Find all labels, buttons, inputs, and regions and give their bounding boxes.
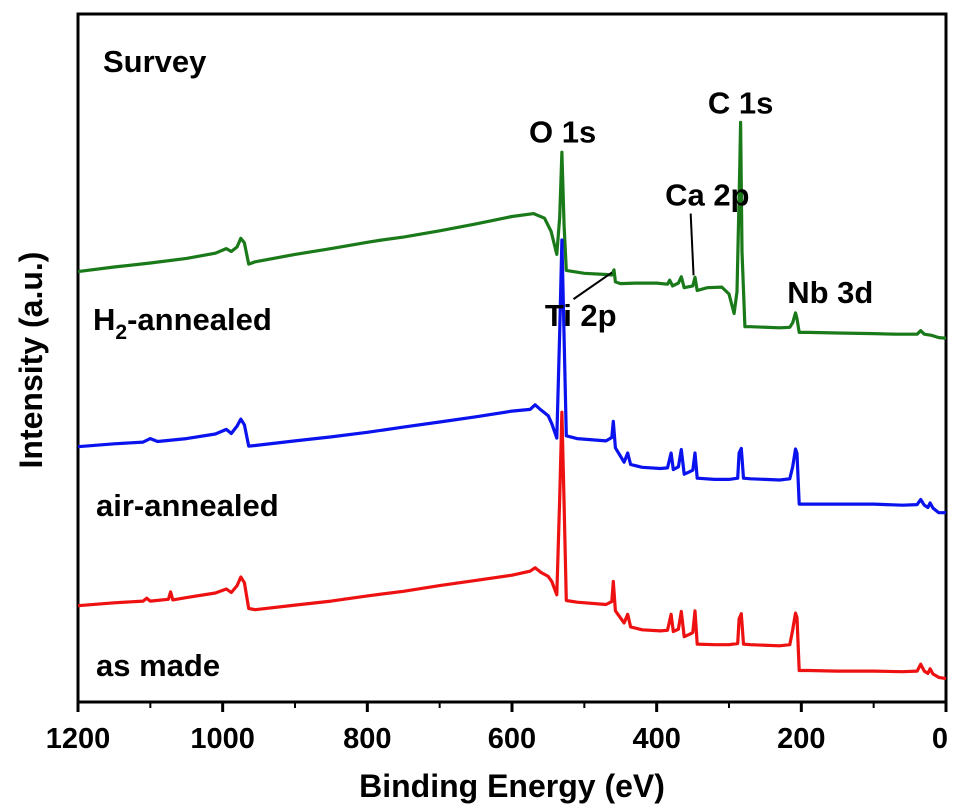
series-layer xyxy=(77,120,947,681)
series-line-h2-annealed xyxy=(77,120,947,340)
annotations: O 1s C 1s Ca 2p Ti 2p Nb 3d xyxy=(529,86,873,333)
series-label-air-annealed: air-annealed xyxy=(96,488,279,523)
x-tick-label: 800 xyxy=(343,723,391,755)
plot-area xyxy=(76,12,948,704)
x-axis-title: Binding Energy (eV) xyxy=(359,768,665,804)
y-axis-title: Intensity (a.u.) xyxy=(13,252,49,469)
series-label-h2-main: H xyxy=(93,302,115,337)
x-tick-label: 1200 xyxy=(46,723,111,755)
peak-label-o-1s: O 1s xyxy=(529,114,596,149)
peak-label-ti-2p: Ti 2p xyxy=(545,298,617,333)
series-label-h2-sub: 2 xyxy=(115,321,127,344)
panel-label: Survey xyxy=(103,44,207,79)
series-label-h2-annealed: H2-annealed xyxy=(93,302,272,344)
series-label-as-made: as made xyxy=(96,648,220,683)
x-tick-label: 1000 xyxy=(190,723,255,755)
peak-label-c-1s: C 1s xyxy=(708,86,773,121)
series-line-as-made xyxy=(77,410,947,681)
peak-pointer-ti-2p xyxy=(572,271,613,300)
peak-label-ca-2p: Ca 2p xyxy=(665,178,749,213)
peak-label-nb-3d: Nb 3d xyxy=(787,275,873,310)
peak-pointer-ca-2p xyxy=(689,213,695,276)
series-line-air-annealed xyxy=(77,238,946,515)
x-tick-label: 0 xyxy=(932,723,948,755)
x-tick-label: 600 xyxy=(488,723,536,755)
x-ticks: 1200 1000 800 600 400 200 0 xyxy=(46,702,948,755)
series-label-h2-rest: -annealed xyxy=(127,302,272,337)
x-tick-label: 400 xyxy=(632,723,680,755)
x-tick-label: 200 xyxy=(777,723,825,755)
